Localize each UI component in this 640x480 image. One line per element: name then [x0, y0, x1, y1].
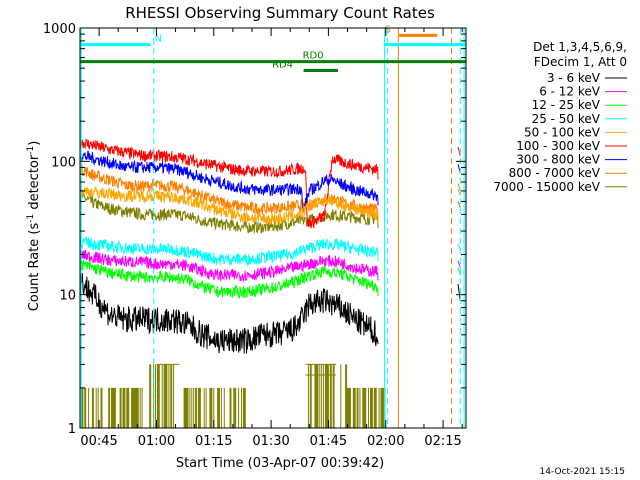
noise-segment-1 — [149, 364, 175, 428]
x-tick-label: 01:30 — [252, 434, 289, 449]
y-tick-label: 1000 — [43, 22, 76, 37]
y-tick-label: 10 — [59, 289, 76, 304]
series-tail-7000-15000-kev — [457, 201, 461, 208]
y-axis-label: Count Rate (s-1 detector-1) — [26, 141, 42, 312]
legend-header-line-1: Det 1,3,4,5,6,9, — [533, 40, 627, 54]
legend: Det 1,3,4,5,6,9, FDecim 1, Att 0 3 - 6 k… — [493, 40, 627, 194]
series-tail-100-300-kev — [457, 146, 461, 156]
x-tick-label: 01:00 — [138, 434, 175, 449]
series-line-3-6-kev — [79, 272, 379, 354]
y-label-exponent-1: -1 — [26, 214, 36, 223]
y-label-part-1: Count Rate (s — [27, 223, 42, 312]
axis-layer: 00:45 01:00 01:15 01:30 01:45 02:00 02:15 1 10 10… — [43, 22, 467, 449]
series-line-50-100-kev — [79, 186, 379, 226]
x-tick-label: 01:45 — [310, 434, 347, 449]
y-tick-label: 1 — [68, 422, 76, 437]
series-line-300-800-kev — [79, 150, 379, 213]
flag-label-rd0: RD0 — [303, 51, 324, 62]
y-label-part-3: ) — [27, 141, 42, 146]
x-tick-label: 00:45 — [80, 434, 117, 449]
series-line-100-300-kev — [79, 136, 379, 229]
x-tick-label: 01:15 — [195, 434, 232, 449]
legend-label: 50 - 100 keV — [524, 125, 601, 139]
legend-label: 25 - 50 keV — [532, 112, 601, 126]
noise-segment-2 — [183, 387, 246, 428]
y-tick-label: 100 — [51, 155, 76, 170]
series-tail-6-12-kev — [457, 260, 461, 268]
flag-label-rd4: RD4 — [272, 60, 293, 71]
x-tick-label: 02:15 — [424, 434, 461, 449]
flag-label-n: N — [155, 34, 162, 45]
series-line-800-7000-kev — [79, 163, 379, 220]
plot-frame — [79, 27, 467, 429]
x-axis-label: Start Time (03-Apr-07 00:39:42) — [176, 456, 384, 471]
series-tail-50-100-kev — [457, 188, 461, 197]
x-tick-label: 02:00 — [367, 434, 404, 449]
legend-label: 100 - 300 keV — [516, 139, 600, 153]
legend-label: 3 - 6 keV — [547, 71, 601, 85]
series-line-6-12-kev — [79, 249, 379, 282]
legend-label: 800 - 7000 keV — [509, 166, 601, 180]
series-line-7000-15000-kev — [79, 190, 379, 234]
timestamp: 14-Oct-2021 15:15 — [540, 467, 625, 477]
flag-label-s: S — [384, 24, 390, 35]
noise-segment-3 — [307, 364, 348, 428]
series-line-12-25-kev — [79, 259, 379, 300]
plot-data-layer: N RD0 RD4 S — [79, 24, 466, 428]
chart-title: RHESSI Observing Summary Count Rates — [125, 4, 435, 22]
y-label-exponent-2: -1 — [26, 146, 36, 155]
legend-header-line-2: FDecim 1, Att 0 — [534, 55, 627, 69]
legend-label: 7000 - 15000 keV — [493, 180, 600, 194]
series-line-25-50-kev — [79, 236, 379, 267]
y-label-part-2: detector — [27, 154, 42, 214]
legend-label: 12 - 25 keV — [532, 98, 601, 112]
legend-label: 300 - 800 keV — [516, 153, 600, 167]
noise-segment-4 — [347, 387, 386, 428]
legend-label: 6 - 12 keV — [539, 85, 601, 99]
